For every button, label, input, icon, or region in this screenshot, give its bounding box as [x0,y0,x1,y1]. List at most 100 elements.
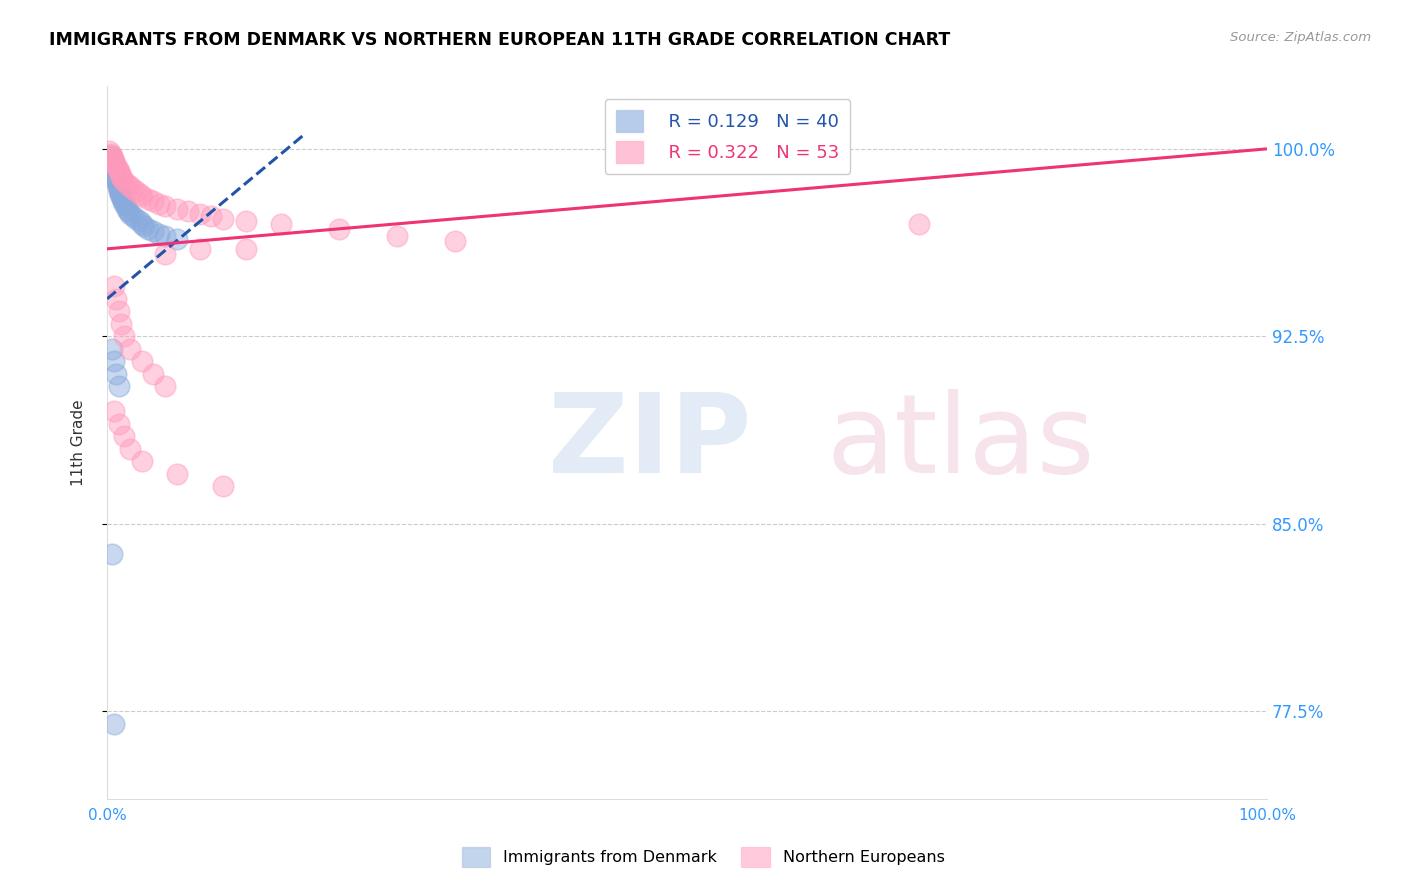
Point [103,154,125,169]
Point [108,186,131,201]
Text: atlas: atlas [827,389,1095,496]
Point [121,182,143,196]
Point [153,379,176,393]
Point [104,167,127,181]
Point [101,159,124,173]
Point [128,186,150,201]
Point [444,235,467,249]
Point [121,210,143,224]
Point [148,197,170,211]
Point [103,161,125,176]
Point [100,146,122,161]
Point [908,217,931,231]
Point [166,232,188,246]
Point [98,145,121,159]
Point [101,154,124,169]
Point [107,179,129,194]
Point [114,199,136,213]
Point [153,199,176,213]
Point [111,172,134,186]
Point [131,189,153,203]
Point [120,342,142,356]
Point [385,229,408,244]
Point [134,219,156,234]
Point [328,222,350,236]
Point [107,164,129,178]
Point [105,172,128,186]
Point [100,149,122,163]
Point [153,247,176,261]
Point [235,242,257,256]
Point [103,354,125,368]
Text: IMMIGRANTS FROM DENMARK VS NORTHERN EUROPEAN 11TH GRADE CORRELATION CHART: IMMIGRANTS FROM DENMARK VS NORTHERN EURO… [49,31,950,49]
Point [112,194,135,209]
Point [104,169,127,184]
Point [107,304,129,318]
Legend:   R = 0.129   N = 40,   R = 0.322   N = 53: R = 0.129 N = 40, R = 0.322 N = 53 [605,99,851,174]
Point [100,157,122,171]
Point [101,152,124,166]
Y-axis label: 11th Grade: 11th Grade [72,400,86,486]
Point [128,214,150,228]
Point [177,204,200,219]
Point [136,192,159,206]
Text: Source: ZipAtlas.com: Source: ZipAtlas.com [1230,31,1371,45]
Point [136,222,159,236]
Point [110,189,132,203]
Point [125,185,148,199]
Point [103,404,125,418]
Point [166,467,188,481]
Point [120,442,142,456]
Point [166,202,188,216]
Point [131,454,153,468]
Point [103,279,125,293]
Point [107,161,129,176]
Point [100,342,122,356]
Point [270,217,292,231]
Point [148,227,170,241]
Point [142,194,165,209]
Point [100,149,122,163]
Point [107,177,129,191]
Point [200,210,222,224]
Point [104,157,127,171]
Text: ZIP: ZIP [548,389,751,496]
Point [131,217,153,231]
Point [105,159,128,173]
Point [188,242,211,256]
Point [114,429,136,443]
Point [142,367,165,381]
Point [107,379,129,393]
Point [235,214,257,228]
Point [142,224,165,238]
Point [212,211,235,226]
Point [107,417,129,431]
Point [117,204,139,219]
Point [115,202,138,216]
Point [120,179,142,194]
Legend: Immigrants from Denmark, Northern Europeans: Immigrants from Denmark, Northern Europe… [456,841,950,873]
Point [103,716,125,731]
Point [107,185,129,199]
Point [120,207,142,221]
Point [107,182,129,196]
Point [105,367,128,381]
Point [110,169,132,184]
Point [105,174,128,188]
Point [100,152,122,166]
Point [115,177,138,191]
Point [114,329,136,343]
Point [125,211,148,226]
Point [103,164,125,178]
Point [110,317,132,331]
Point [111,192,134,206]
Point [153,229,176,244]
Point [131,354,153,368]
Point [100,547,122,561]
Point [114,174,136,188]
Point [108,167,131,181]
Point [105,292,128,306]
Point [212,479,235,493]
Point [188,207,211,221]
Point [114,197,136,211]
